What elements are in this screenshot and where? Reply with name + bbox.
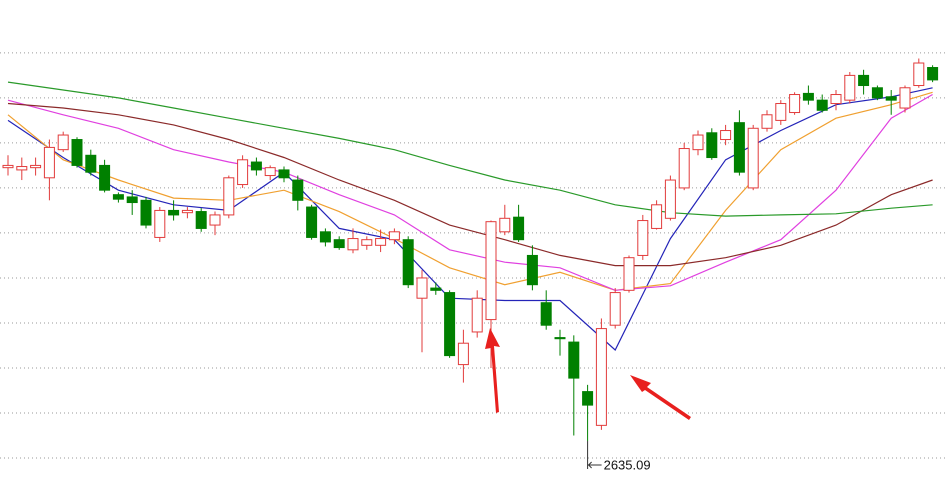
candle-body: [885, 96, 897, 101]
candle-body: [333, 239, 345, 249]
low-label: 2635.09: [604, 457, 651, 472]
candle-body: [347, 238, 359, 251]
candle-body: [195, 211, 207, 229]
candle-body: [306, 206, 318, 238]
candle-body: [761, 114, 773, 129]
candle-body: [99, 164, 111, 191]
candle-body: [430, 287, 442, 291]
candle-body: [526, 254, 538, 286]
candle-body: [540, 302, 552, 326]
candle-body: [416, 277, 428, 299]
moving-average-line: [7, 102, 933, 267]
candle-body: [471, 297, 483, 333]
candle-body: [237, 159, 249, 186]
candle-body: [499, 217, 511, 233]
candle-body: [375, 238, 387, 246]
annotations: 2635.09: [587, 441, 651, 472]
candle-body: [319, 231, 331, 243]
candle-body: [71, 139, 83, 166]
candle-body: [775, 103, 787, 121]
candle-body: [361, 239, 373, 246]
candle-body: [802, 92, 814, 101]
candle-body: [292, 179, 304, 201]
candle-body: [830, 94, 842, 105]
candle-body: [181, 209, 193, 214]
candle-body: [513, 216, 525, 241]
candle-body: [637, 220, 649, 256]
candle-body: [720, 130, 732, 141]
candle-body: [126, 196, 138, 204]
candle-body: [609, 292, 621, 326]
candle-body: [30, 164, 42, 169]
candle-body: [16, 166, 28, 171]
moving-average-line: [7, 91, 933, 291]
red-arrow: [485, 328, 500, 413]
candle-body: [816, 99, 828, 111]
candle-body: [595, 328, 607, 426]
candle-body: [899, 87, 911, 109]
moving-average-line: [7, 81, 933, 217]
candle-body: [568, 341, 580, 379]
candle-body: [402, 239, 414, 286]
candle-body: [706, 132, 718, 159]
candle-body: [554, 337, 566, 340]
candle-body: [582, 391, 594, 406]
candle-body: [844, 74, 856, 101]
candle-body: [913, 62, 925, 87]
candle-body: [692, 134, 704, 151]
candle-body: [278, 169, 290, 179]
moving-average-line: [7, 93, 933, 291]
candle-body: [789, 94, 801, 114]
red-arrow: [630, 375, 691, 420]
candle-body: [388, 231, 400, 241]
candle-body: [2, 164, 14, 169]
candle-body: [223, 177, 235, 216]
candle-body: [651, 204, 663, 229]
candle-body: [444, 292, 456, 357]
candle-body: [140, 199, 152, 226]
candle-body: [112, 194, 124, 200]
candle-body: [85, 154, 97, 173]
candle-body: [250, 161, 262, 171]
candle-body: [154, 209, 166, 238]
low-marker-arrowhead: [587, 461, 592, 469]
candle-body: [678, 148, 690, 189]
candle-body: [264, 167, 276, 177]
candles: [2, 58, 939, 442]
candle-body: [209, 214, 221, 226]
candle-body: [57, 134, 69, 151]
candle-body: [858, 74, 870, 87]
candle-body: [871, 87, 883, 99]
candle-body: [623, 257, 635, 291]
candle-body: [733, 122, 745, 173]
candle-body: [168, 209, 180, 216]
candle-body: [457, 342, 469, 366]
candle-body: [747, 127, 759, 189]
candle-body: [927, 67, 939, 81]
candle-body: [485, 221, 497, 321]
candle-body: [664, 179, 676, 219]
candle-body: [43, 146, 55, 179]
